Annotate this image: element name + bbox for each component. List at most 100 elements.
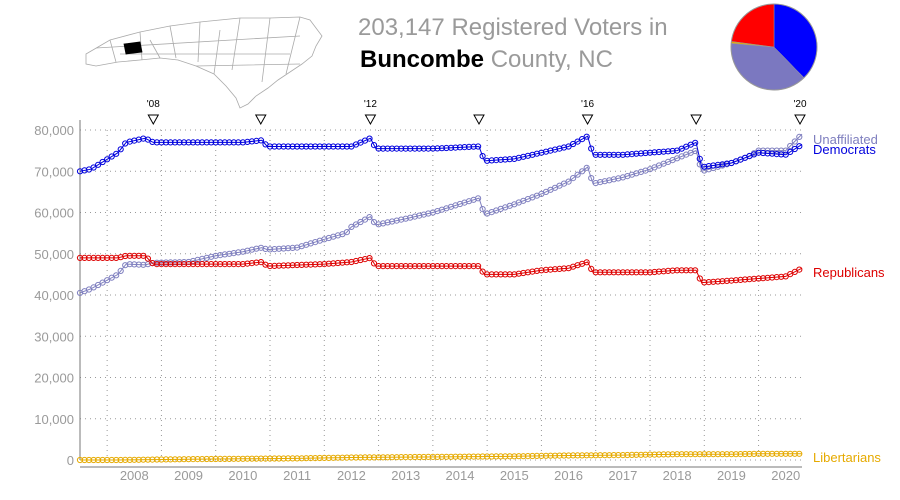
data-point-republicans [728,277,735,284]
data-point-libertarians [99,456,106,464]
y-tick-label: 60,000 [34,206,74,221]
data-point-republicans [674,267,681,274]
x-tick-label: 2013 [391,468,420,483]
data-point-libertarians [601,452,608,459]
data-point-republicans [719,278,726,285]
data-point-republicans [714,278,722,285]
data-point-republicans [443,263,450,270]
data-point-unaffiliated [606,177,613,184]
data-point-republicans [298,261,305,268]
data-point-libertarians [606,452,613,459]
data-point-republicans [778,273,785,280]
data-point-democrats [484,157,491,164]
data-point-republicans [524,269,532,276]
series-label-libertarians: Libertarians [813,450,881,465]
data-point-democrats [393,145,400,152]
y-tick-label: 10,000 [34,412,74,427]
data-point-libertarians [357,454,364,461]
data-point-democrats [384,145,391,152]
data-point-libertarians [122,456,129,463]
data-point-libertarians [624,451,631,459]
data-point-libertarians [140,456,147,463]
data-point-republicans [180,261,188,268]
data-point-democrats [280,143,287,150]
data-point-unaffiliated [275,245,283,252]
data-point-democrats [615,151,622,158]
data-point-libertarians [705,451,712,458]
data-point-democrats [719,161,726,168]
data-point-republicans [769,274,776,281]
data-point-libertarians [619,452,627,459]
data-point-republicans [737,276,744,283]
data-point-democrats [343,143,350,150]
data-point-libertarians [76,456,84,464]
data-point-democrats [506,156,513,163]
data-point-republicans [542,266,550,273]
data-point-libertarians [370,454,378,461]
data-point-libertarians [655,451,663,458]
data-point-republicans [289,262,296,269]
data-point-democrats [330,143,337,150]
data-point-democrats [502,156,509,163]
data-point-libertarians [778,450,785,457]
data-point-republicans [588,265,595,272]
data-point-libertarians [461,453,468,460]
data-point-republicans [696,275,703,282]
data-point-libertarians [330,454,337,461]
data-point-libertarians [524,453,532,460]
data-point-unaffiliated [248,246,255,253]
data-point-democrats [723,160,731,167]
title-suffix-1: Registered Voters in [451,14,668,41]
data-point-republicans [153,261,160,268]
x-tick-label: 2010 [228,468,257,483]
data-point-democrats [475,143,482,150]
data-point-libertarians [411,453,418,461]
data-point-republicans [226,261,233,268]
data-point-democrats [230,139,237,146]
data-point-libertarians [398,454,405,461]
data-point-republicans [126,252,133,259]
data-point-libertarians [479,453,486,460]
data-point-republicans [239,261,246,268]
data-point-unaffiliated [271,246,278,253]
data-point-democrats [407,145,414,152]
chart-title-line1: 203,147 Registered Voters in [358,14,668,42]
data-point-republicans [637,269,645,276]
data-point-libertarians [723,451,731,458]
data-point-libertarians [280,455,287,462]
data-point-democrats [610,151,617,158]
data-point-republicans [619,269,627,276]
data-point-democrats [325,143,332,150]
election-marker [147,114,160,126]
data-point-republicans [366,255,373,262]
data-point-democrats [755,149,762,156]
x-tick-label: 2011 [283,468,311,483]
data-point-libertarians [262,455,269,462]
data-point-democrats [285,143,292,150]
series-label-unaffiliated: Unaffiliated [813,132,878,147]
data-point-unaffiliated [411,213,418,220]
data-point-libertarians [719,451,726,458]
data-point-libertarians [248,455,255,462]
data-point-democrats [443,144,450,152]
data-point-libertarians [538,452,545,459]
data-point-republicans [425,263,432,270]
pie-outline [730,3,818,91]
data-point-libertarians [307,455,314,462]
data-point-unaffiliated [380,220,387,227]
data-point-republicans [493,271,500,278]
data-point-libertarians [294,455,301,462]
data-point-democrats [307,143,314,150]
data-point-democrats [493,157,500,164]
data-point-republicans [361,256,369,263]
data-point-libertarians [732,451,740,458]
data-point-republicans [330,260,337,267]
data-point-libertarians [760,450,767,457]
x-tick-label: 2009 [174,468,203,483]
data-point-unaffiliated [416,212,423,219]
data-point-libertarians [285,455,292,462]
data-point-democrats [601,151,608,158]
data-point-republicans [90,254,97,261]
data-point-republicans [316,261,323,268]
data-point-democrats [257,137,265,144]
